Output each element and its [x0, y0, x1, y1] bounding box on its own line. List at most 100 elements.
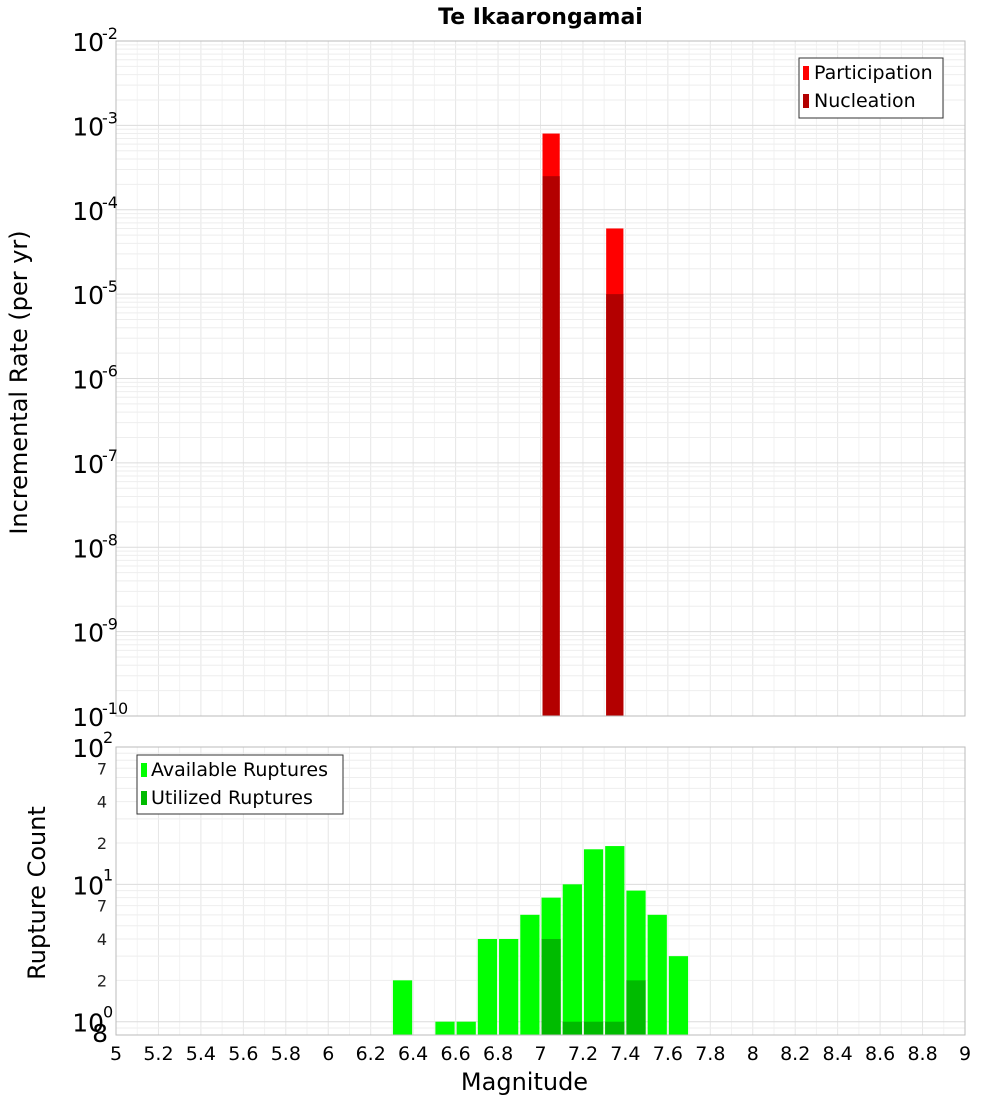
x-tick-label: 8.2 — [780, 1043, 810, 1065]
top-y-tick-exp: -4 — [102, 193, 118, 212]
legend-swatch-nucleation — [803, 94, 809, 108]
top-y-tick: 10-3 — [72, 108, 118, 141]
bar-utilized-ruptures — [541, 939, 561, 1035]
top-y-tick-exp: -2 — [102, 24, 118, 43]
bar-utilized-ruptures — [583, 1021, 604, 1035]
x-tick-label: 6.8 — [483, 1043, 513, 1065]
top-y-tick-exp: -7 — [102, 446, 118, 465]
bar-utilized-ruptures — [562, 1021, 582, 1035]
bar-available-ruptures — [435, 1021, 455, 1035]
top-y-tick-base: 10 — [72, 534, 104, 563]
top-y-tick-base: 10 — [72, 281, 104, 310]
top-y-tick-base: 10 — [72, 28, 104, 57]
top-y-tick: 10-9 — [72, 615, 118, 648]
bar-available-ruptures — [477, 939, 498, 1035]
x-tick-label: 8 — [747, 1043, 759, 1065]
legend-swatch-utilized-ruptures — [141, 791, 147, 805]
bottom-y-tick-base: 10 — [72, 734, 104, 763]
bottom-y-minor-tick: 8 — [92, 1019, 108, 1048]
bottom-y-tick: 10 0 — [72, 1003, 113, 1038]
bottom-y-tick: 10 1 — [72, 865, 113, 900]
top-legend-box — [798, 57, 944, 119]
top-y-tick-exp: -3 — [102, 108, 118, 127]
x-tick-label: 7 — [534, 1043, 546, 1065]
top-legend: Participation Nucleation — [798, 57, 944, 119]
bar-available-ruptures — [668, 956, 689, 1035]
top-y-tick-base: 10 — [72, 366, 104, 395]
bar-available-ruptures — [562, 884, 582, 1035]
top-y-tick-base: 10 — [72, 619, 104, 648]
bottom-y-tick-exp: 1 — [103, 865, 113, 884]
top-y-tick: 10-4 — [72, 193, 118, 226]
x-tick-label: 7.6 — [653, 1043, 683, 1065]
bottom-y-minor-tick: 2 — [97, 971, 107, 990]
bottom-y-minor-tick: 7 — [97, 897, 107, 916]
x-tick-label: 7.8 — [695, 1043, 725, 1065]
top-plot-border — [115, 40, 966, 717]
bottom-y-minor-tick: 4 — [97, 930, 107, 949]
x-tick-label: 8.8 — [907, 1043, 937, 1065]
bottom-y-minor-tick: 7 — [97, 759, 107, 778]
top-y-tick: 10-7 — [72, 446, 118, 479]
top-y-tick-exp: -6 — [102, 362, 118, 381]
bottom-y-axis-label: Rupture Count — [23, 806, 51, 980]
top-y-tick-base: 10 — [72, 112, 104, 141]
x-tick-label: 6.4 — [398, 1043, 428, 1065]
bottom-y-tick-exp: 2 — [103, 728, 113, 747]
x-tick-label: 8.6 — [865, 1043, 895, 1065]
legend-label-utilized-ruptures: Utilized Ruptures — [151, 787, 313, 809]
bar-utilized-ruptures — [605, 1021, 625, 1035]
bottom-y-minor-tick: 2 — [97, 834, 107, 853]
bar-available-ruptures — [456, 1021, 476, 1035]
top-y-tick-exp: -9 — [102, 615, 118, 634]
bar-utilized-ruptures — [626, 980, 646, 1035]
top-y-tick-exp: -5 — [102, 277, 118, 296]
bottom-y-minor-tick: 4 — [97, 793, 107, 812]
x-tick-label: 7.4 — [610, 1043, 640, 1065]
top-y-tick-base: 10 — [72, 197, 104, 226]
x-tick-label: 9 — [959, 1043, 971, 1065]
top-y-tick-exp: -10 — [102, 699, 128, 718]
x-tick-label: 5 — [110, 1043, 122, 1065]
bottom-y-tick: 10 2 — [72, 728, 113, 763]
legend-label-participation: Participation — [814, 62, 933, 84]
legend-swatch-available-ruptures — [141, 763, 147, 777]
top-y-tick: 10-6 — [72, 362, 118, 395]
bar-nucleation — [606, 294, 624, 716]
top-panel: Te Ikaarongamai10-210-310-410-510-610-71… — [5, 5, 966, 732]
x-tick-label: 6 — [322, 1043, 334, 1065]
legend-swatch-participation — [803, 66, 809, 80]
bar-available-ruptures — [392, 980, 413, 1035]
top-y-tick: 10-2 — [72, 24, 118, 57]
bottom-plot-border — [115, 746, 966, 1036]
chart-title: Te Ikaarongamai — [438, 5, 643, 30]
bottom-legend: Available Ruptures Utilized Ruptures — [136, 754, 344, 815]
x-tick-label: 5.4 — [186, 1043, 216, 1065]
legend-label-available-ruptures: Available Ruptures — [151, 759, 328, 781]
bar-available-ruptures — [605, 846, 625, 1035]
bottom-legend-box — [136, 754, 344, 815]
top-y-tick-exp: -8 — [102, 530, 118, 549]
x-tick-label: 5.2 — [143, 1043, 173, 1065]
bar-available-ruptures — [520, 914, 540, 1035]
bottom-y-tick-exp: 0 — [103, 1003, 113, 1022]
x-tick-label: 6.6 — [440, 1043, 470, 1065]
bottom-y-tick-base: 10 — [72, 1009, 104, 1038]
x-axis-label: Magnitude — [461, 1068, 588, 1096]
legend-label-nucleation: Nucleation — [814, 90, 916, 112]
bar-available-ruptures — [647, 914, 667, 1035]
top-y-tick: 10-5 — [72, 277, 118, 310]
x-tick-label: 5.8 — [271, 1043, 301, 1065]
bar-nucleation — [542, 176, 560, 716]
top-y-tick-base: 10 — [72, 450, 104, 479]
bottom-y-tick-base: 10 — [72, 871, 104, 900]
top-y-tick: 10-8 — [72, 530, 118, 563]
x-tick-label: 6.2 — [356, 1043, 386, 1065]
x-tick-label: 7.2 — [568, 1043, 598, 1065]
x-tick-label: 8.4 — [823, 1043, 853, 1065]
bar-available-ruptures — [583, 849, 604, 1035]
x-tick-label: 5.6 — [228, 1043, 258, 1065]
